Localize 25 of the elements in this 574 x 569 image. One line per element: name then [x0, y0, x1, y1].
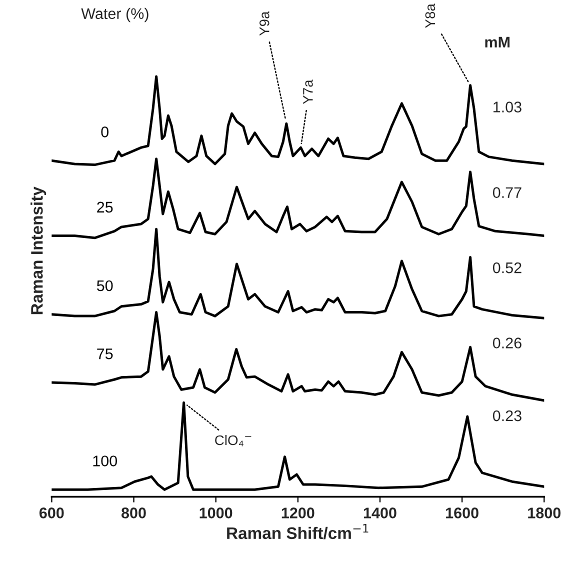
x-tick-label: 1600 [446, 508, 478, 518]
y-axis-title: Raman Intensity [30, 186, 46, 314]
annotation: 1.03 [494, 102, 522, 112]
series-label: 25 [97, 202, 113, 213]
x-tick-label: 1000 [200, 508, 232, 518]
x-axis-title: Raman Shift/cm$^{−1}$ [227, 524, 368, 540]
x-tick-label: 800 [121, 508, 146, 518]
annotation: 0.52 [492, 262, 522, 274]
text: mM [485, 36, 510, 48]
annotation: Y7a [303, 80, 313, 104]
series-label: 100 [93, 456, 117, 466]
series-label: 0 [101, 126, 108, 138]
annotation: ClO₄$^{−}$ [215, 434, 252, 446]
x-tick-label: 1200 [282, 508, 314, 518]
series-label: 75 [97, 348, 113, 360]
annotation: Y9a [259, 11, 270, 36]
x-tick-label: 1800 [528, 508, 561, 518]
annotation: 0.77 [492, 187, 522, 198]
x-tick-label: 1400 [364, 508, 396, 518]
x-tick-label: 600 [39, 508, 64, 518]
annotation: 0.23 [492, 410, 522, 422]
annotation: 0.26 [492, 338, 522, 348]
annotation: Y8a [425, 4, 436, 28]
series-label: 50 [96, 280, 113, 292]
text: Water (%) [81, 8, 148, 22]
